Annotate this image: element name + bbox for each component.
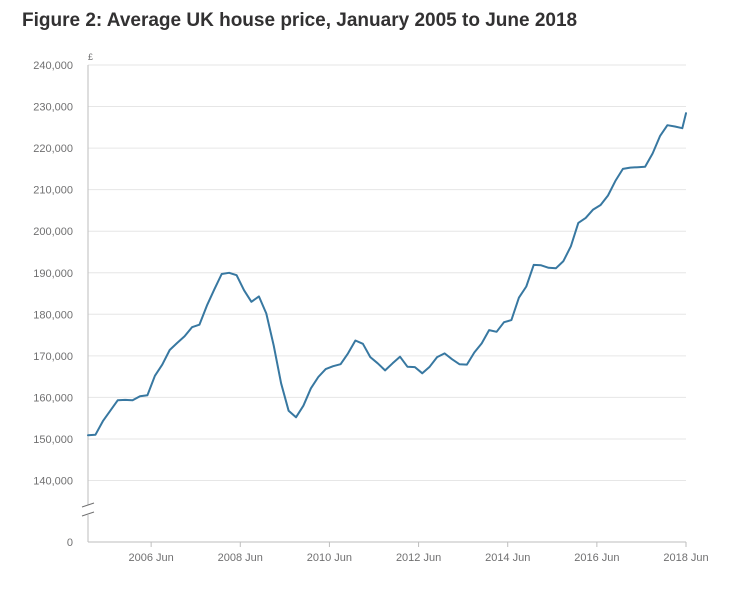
y-tick-label: 0: [67, 537, 73, 549]
axis-break-mark: [81, 511, 95, 517]
x-tick-label: 2018 Jun: [663, 552, 708, 564]
axes: [81, 65, 687, 547]
y-axis-tick-labels: 0 140,000 150,000 160,000 170,000 180,000 190,…: [33, 52, 93, 549]
x-tick-label: 2006 Jun: [129, 552, 174, 564]
x-tick-label: 2014 Jun: [485, 552, 530, 564]
y-tick-label: 140,000: [33, 476, 73, 488]
series-line: [87, 112, 687, 437]
x-axis-tick-labels: 2006 Jun 2008 Jun 2010 Jun 2012 Jun 2014 Jun…: [129, 552, 709, 564]
y-tick-label: 180,000: [33, 309, 73, 321]
y-axis-unit-label: £: [88, 52, 93, 62]
y-tick-label: 150,000: [33, 434, 73, 446]
y-tick-label: 210,000: [33, 185, 73, 197]
x-tick-label: 2016 Jun: [574, 552, 619, 564]
series-layer: [87, 112, 687, 437]
x-tick-label: 2012 Jun: [396, 552, 441, 564]
y-tick-label: 220,000: [33, 143, 73, 155]
y-tick-label: 240,000: [33, 60, 73, 72]
x-tick-label: 2010 Jun: [307, 552, 352, 564]
y-tick-label: 160,000: [33, 392, 73, 404]
y-tick-label: 200,000: [33, 226, 73, 238]
gridlines: [88, 64, 686, 481]
y-tick-label: 170,000: [33, 351, 73, 363]
chart-title: Figure 2: Average UK house price, Januar…: [22, 10, 578, 31]
y-tick-label: 230,000: [33, 102, 73, 114]
axis-break-mark: [81, 502, 95, 508]
y-tick-label: 190,000: [33, 268, 73, 280]
x-tick-label: 2008 Jun: [218, 552, 263, 564]
